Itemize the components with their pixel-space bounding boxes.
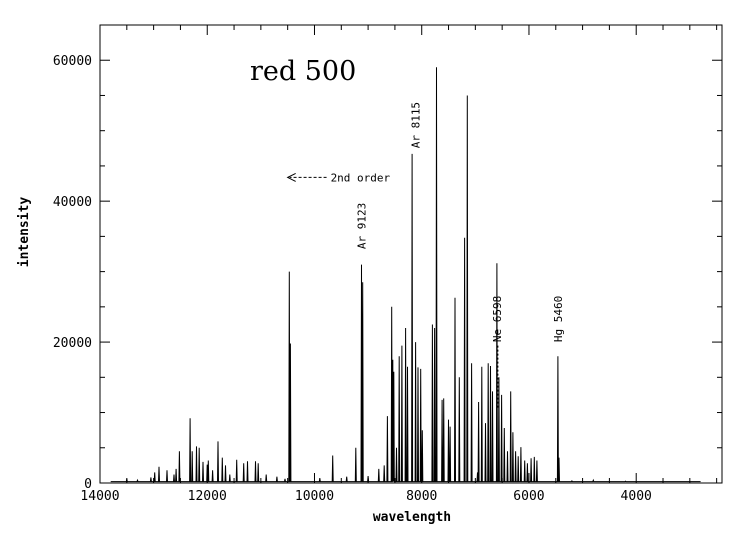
x-tick-label: 8000	[406, 489, 437, 504]
x-tick-label: 6000	[513, 489, 544, 504]
x-tick-label: 12000	[188, 489, 227, 504]
x-tick-label: 10000	[295, 489, 334, 504]
x-tick-label: 4000	[621, 489, 652, 504]
y-tick-label: 40000	[53, 195, 92, 210]
spectrum-line	[110, 67, 701, 483]
plot-frame	[99, 24, 723, 484]
x-tick-label: 14000	[80, 489, 119, 504]
chart-title: red 500	[250, 56, 356, 87]
y-tick-labels: 0 20000 40000 60000	[53, 54, 92, 492]
annotation-label: Ar 8115	[410, 102, 423, 148]
annotation-arrowhead	[286, 172, 296, 182]
x-tick-labels: 14000 12000 10000 8000 6000 4000	[80, 489, 651, 504]
annotation-label: Ar 9123	[356, 203, 369, 249]
y-tick-label: 20000	[53, 336, 92, 351]
annotation-label: 2nd order	[331, 171, 391, 184]
y-tick-label: 60000	[53, 54, 92, 69]
line-annotations: Ar 8115 Ar 9123 Ne 6598 Hg 5460 2nd order	[286, 102, 565, 410]
annotation-label: Ne 6598	[491, 296, 504, 342]
y-axis-title: intensity	[17, 197, 32, 268]
axis-ticks	[99, 24, 722, 484]
annotation-label: Hg 5460	[552, 296, 565, 342]
x-axis-title: wavelength	[373, 510, 451, 525]
y-tick-label: 0	[84, 477, 92, 492]
